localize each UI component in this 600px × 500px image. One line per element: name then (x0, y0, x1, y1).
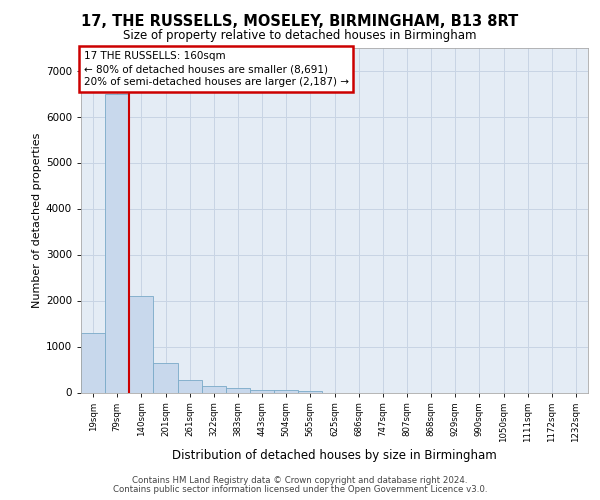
X-axis label: Distribution of detached houses by size in Birmingham: Distribution of detached houses by size … (172, 449, 497, 462)
Bar (178, 380, 202, 392)
Bar (81, 332, 105, 392)
Bar (202, 386, 226, 392)
Text: 17, THE RUSSELLS, MOSELEY, BIRMINGHAM, B13 8RT: 17, THE RUSSELLS, MOSELEY, BIRMINGHAM, B… (82, 14, 518, 29)
Bar (129, 296, 154, 392)
Text: Size of property relative to detached houses in Birmingham: Size of property relative to detached ho… (123, 29, 477, 42)
Text: Contains public sector information licensed under the Open Government Licence v3: Contains public sector information licen… (113, 485, 487, 494)
Bar (250, 390, 274, 392)
Bar (274, 390, 298, 392)
Y-axis label: Number of detached properties: Number of detached properties (32, 132, 41, 308)
Text: Contains HM Land Registry data © Crown copyright and database right 2024.: Contains HM Land Registry data © Crown c… (132, 476, 468, 485)
Bar (154, 362, 178, 392)
Bar (105, 94, 129, 393)
Bar (226, 388, 250, 392)
Text: 17 THE RUSSELLS: 160sqm
← 80% of detached houses are smaller (8,691)
20% of semi: 17 THE RUSSELLS: 160sqm ← 80% of detache… (83, 51, 349, 88)
Bar (298, 391, 322, 392)
